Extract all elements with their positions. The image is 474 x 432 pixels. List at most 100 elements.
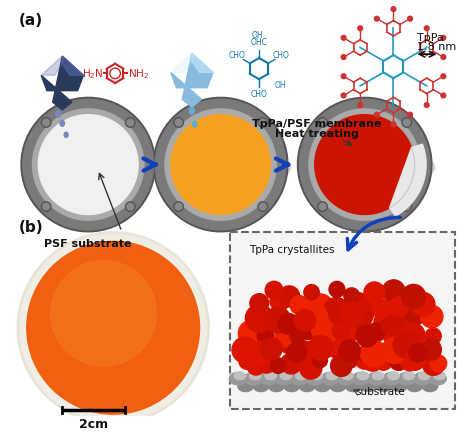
Circle shape bbox=[265, 307, 291, 333]
Circle shape bbox=[127, 119, 134, 126]
Circle shape bbox=[246, 305, 273, 332]
Circle shape bbox=[154, 97, 288, 232]
Circle shape bbox=[304, 285, 319, 300]
Circle shape bbox=[232, 337, 258, 363]
Circle shape bbox=[381, 310, 406, 336]
Circle shape bbox=[318, 118, 328, 127]
Ellipse shape bbox=[300, 381, 315, 391]
Circle shape bbox=[250, 294, 269, 312]
Circle shape bbox=[51, 260, 156, 366]
Circle shape bbox=[43, 119, 49, 126]
Circle shape bbox=[258, 202, 267, 211]
Ellipse shape bbox=[238, 381, 253, 391]
Text: CHO: CHO bbox=[273, 51, 290, 60]
Circle shape bbox=[408, 16, 412, 21]
Ellipse shape bbox=[249, 372, 261, 380]
Circle shape bbox=[420, 339, 441, 360]
Circle shape bbox=[319, 203, 326, 210]
Text: PSF substrate: PSF substrate bbox=[45, 239, 132, 249]
Circle shape bbox=[373, 300, 392, 318]
Circle shape bbox=[400, 323, 425, 348]
Circle shape bbox=[27, 241, 200, 414]
Ellipse shape bbox=[419, 372, 430, 380]
Circle shape bbox=[329, 281, 345, 297]
Circle shape bbox=[422, 354, 444, 375]
Ellipse shape bbox=[311, 372, 322, 380]
Text: TpPa: TpPa bbox=[417, 33, 443, 43]
Ellipse shape bbox=[346, 381, 361, 391]
Ellipse shape bbox=[253, 381, 269, 391]
Circle shape bbox=[388, 322, 417, 351]
Ellipse shape bbox=[376, 381, 392, 391]
Circle shape bbox=[341, 35, 346, 40]
Circle shape bbox=[411, 292, 435, 316]
FancyBboxPatch shape bbox=[230, 232, 455, 410]
Ellipse shape bbox=[403, 372, 415, 380]
Ellipse shape bbox=[383, 372, 400, 385]
Circle shape bbox=[155, 99, 286, 230]
Text: $\mathsf{H_2N}$: $\mathsf{H_2N}$ bbox=[82, 67, 104, 81]
Circle shape bbox=[20, 235, 206, 421]
Ellipse shape bbox=[229, 372, 246, 385]
Circle shape bbox=[361, 340, 387, 367]
Circle shape bbox=[38, 114, 138, 215]
Circle shape bbox=[300, 99, 430, 230]
Ellipse shape bbox=[64, 132, 68, 137]
Circle shape bbox=[279, 286, 300, 307]
Circle shape bbox=[275, 326, 297, 347]
Text: 1.8 nm: 1.8 nm bbox=[417, 42, 456, 52]
Circle shape bbox=[290, 327, 306, 343]
Ellipse shape bbox=[291, 372, 308, 385]
Circle shape bbox=[403, 203, 410, 210]
Circle shape bbox=[260, 338, 282, 359]
Ellipse shape bbox=[398, 372, 416, 385]
Circle shape bbox=[341, 351, 358, 368]
Circle shape bbox=[366, 323, 385, 342]
Circle shape bbox=[312, 317, 338, 344]
Circle shape bbox=[358, 26, 363, 31]
Circle shape bbox=[330, 355, 352, 376]
Circle shape bbox=[339, 340, 360, 361]
Polygon shape bbox=[41, 56, 62, 75]
Ellipse shape bbox=[373, 372, 384, 380]
Circle shape bbox=[389, 296, 409, 316]
Text: (a): (a) bbox=[19, 13, 43, 28]
Circle shape bbox=[175, 119, 182, 126]
Circle shape bbox=[441, 74, 446, 79]
Ellipse shape bbox=[265, 372, 276, 380]
Circle shape bbox=[318, 202, 328, 211]
Circle shape bbox=[312, 353, 328, 368]
Polygon shape bbox=[62, 56, 83, 75]
Ellipse shape bbox=[296, 372, 307, 380]
Circle shape bbox=[238, 320, 264, 346]
Text: TpPa crystallites: TpPa crystallites bbox=[249, 245, 335, 255]
Circle shape bbox=[383, 280, 405, 302]
Ellipse shape bbox=[234, 372, 246, 380]
Text: OHC: OHC bbox=[251, 38, 267, 47]
Polygon shape bbox=[171, 53, 192, 73]
Circle shape bbox=[353, 299, 375, 322]
Circle shape bbox=[430, 355, 447, 372]
Circle shape bbox=[259, 119, 266, 126]
Circle shape bbox=[441, 35, 446, 40]
Circle shape bbox=[281, 353, 301, 374]
Circle shape bbox=[33, 109, 144, 220]
Circle shape bbox=[441, 55, 446, 60]
Circle shape bbox=[341, 74, 346, 79]
Circle shape bbox=[294, 310, 316, 331]
Ellipse shape bbox=[56, 110, 61, 117]
Polygon shape bbox=[192, 53, 213, 73]
Circle shape bbox=[307, 294, 333, 320]
Ellipse shape bbox=[192, 121, 197, 127]
Circle shape bbox=[374, 112, 379, 117]
Ellipse shape bbox=[301, 147, 435, 187]
Ellipse shape bbox=[60, 121, 64, 126]
Circle shape bbox=[340, 302, 364, 326]
Circle shape bbox=[424, 103, 429, 108]
Text: CHO: CHO bbox=[228, 51, 245, 60]
Text: Heat treating: Heat treating bbox=[275, 129, 359, 139]
Text: OH: OH bbox=[251, 31, 263, 40]
Circle shape bbox=[175, 203, 182, 210]
Text: $\mathsf{NH_2}$: $\mathsf{NH_2}$ bbox=[128, 67, 149, 81]
Ellipse shape bbox=[315, 381, 330, 391]
